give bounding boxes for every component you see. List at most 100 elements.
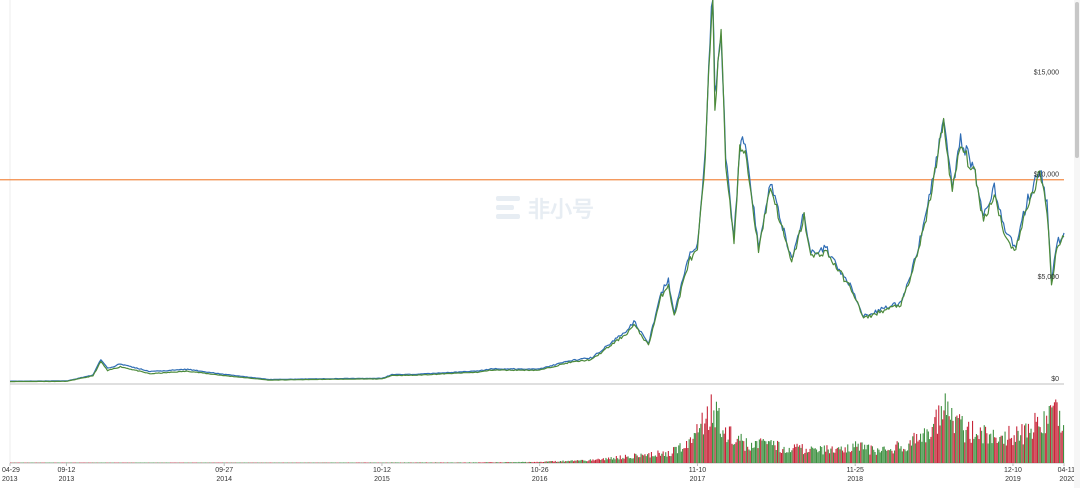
- volume-bar: [514, 462, 516, 463]
- watermark: 非小号: [496, 196, 594, 223]
- volume-bar: [983, 425, 985, 463]
- volume-bar: [557, 461, 559, 463]
- volume-bar: [535, 462, 537, 463]
- volume-bar: [533, 461, 535, 463]
- volume-bar: [463, 462, 465, 463]
- volume-bar: [558, 461, 560, 463]
- volume-bar: [942, 419, 944, 463]
- volume-bar: [830, 448, 832, 463]
- volume-bar: [826, 445, 828, 463]
- volume-bar: [879, 452, 881, 463]
- volume-bar: [400, 462, 402, 463]
- volume-bar: [910, 445, 912, 463]
- volume-bar: [693, 433, 695, 463]
- volume-bar: [819, 446, 821, 463]
- volume-bar: [509, 462, 511, 463]
- volume-bar: [714, 427, 716, 463]
- volume-bar: [725, 427, 727, 463]
- volume-bar: [921, 441, 923, 463]
- volume-bar: [817, 452, 819, 463]
- volume-bar: [835, 449, 837, 463]
- x-tick-year: 2017: [690, 476, 706, 483]
- volume-bar: [965, 430, 967, 463]
- volume-bar: [449, 462, 451, 463]
- volume-bar: [791, 450, 793, 463]
- volume-bar: [422, 462, 424, 463]
- volume-bar: [886, 450, 888, 463]
- volume-bar: [744, 450, 746, 463]
- volume-bar: [808, 452, 810, 463]
- volume-bar: [702, 434, 704, 463]
- volume-bar: [458, 462, 460, 463]
- x-tick-year: 2019: [1005, 476, 1021, 483]
- volume-bar: [363, 462, 365, 463]
- volume-bar: [397, 462, 399, 463]
- volume-bar: [407, 462, 409, 463]
- x-tick-year: 2013: [59, 476, 75, 483]
- volume-bar: [640, 453, 642, 463]
- volume-bar: [415, 462, 417, 463]
- volume-bar: [749, 450, 751, 463]
- volume-bar: [829, 453, 831, 463]
- volume-bar: [579, 460, 581, 463]
- volume-bar: [875, 454, 877, 463]
- volume-bar: [355, 462, 357, 463]
- volume-bar: [358, 462, 360, 463]
- volume-bar: [468, 462, 470, 463]
- scrollbar-thumb[interactable]: [1075, 2, 1079, 158]
- volume-bar: [497, 462, 499, 463]
- volume-bar: [1021, 424, 1023, 463]
- volume-bar: [614, 459, 616, 463]
- volume-bar: [630, 458, 632, 463]
- volume-bar: [972, 420, 974, 463]
- volume-bar: [748, 449, 750, 463]
- volume-bar: [628, 458, 630, 463]
- volume-bar: [682, 449, 684, 463]
- volume-bar: [747, 446, 749, 463]
- volume-bar: [888, 450, 890, 463]
- volume-bar: [930, 436, 932, 463]
- volume-bar: [770, 440, 772, 463]
- volume-bar: [526, 462, 528, 463]
- volume-bar: [788, 447, 790, 463]
- volume-bar: [874, 452, 876, 463]
- y-axis-ticks: $15,000 $10,000 $5,000 $0: [1034, 70, 1059, 383]
- volume-bar: [1027, 423, 1029, 463]
- volume-bar: [436, 462, 438, 463]
- volume-bar: [683, 448, 685, 463]
- volume-bar: [756, 441, 758, 463]
- volume-bar: [331, 462, 333, 463]
- volume-bar: [582, 459, 584, 463]
- volume-bar: [793, 444, 795, 463]
- volume-bar: [667, 451, 669, 463]
- volume-bar: [856, 446, 858, 463]
- volume-bar: [552, 461, 554, 463]
- volume-bar: [678, 445, 680, 463]
- vertical-scrollbar[interactable]: [1074, 0, 1080, 488]
- volume-bar: [769, 441, 771, 463]
- volume-bar: [479, 462, 481, 463]
- volume-bar: [571, 460, 573, 463]
- volume-bar: [816, 449, 818, 463]
- volume-bar: [1038, 426, 1040, 463]
- volume-bar: [728, 426, 730, 463]
- volume-bar: [827, 449, 829, 463]
- volume-bar: [437, 462, 439, 463]
- volume-bar: [786, 452, 788, 463]
- volume-bar: [1011, 437, 1013, 463]
- volume-bar: [704, 423, 706, 463]
- volume-bar: [511, 462, 513, 463]
- volume-bar: [757, 448, 759, 463]
- volume-bar: [810, 446, 812, 463]
- volume-bar: [550, 461, 552, 463]
- volume-bar: [513, 462, 515, 463]
- volume-bar: [695, 433, 697, 463]
- volume-bar: [459, 462, 461, 463]
- volume-bar: [706, 406, 708, 463]
- volume-bar: [731, 443, 733, 463]
- volume-bar: [887, 449, 889, 463]
- volume-bar: [752, 448, 754, 463]
- volume-bar: [605, 457, 607, 463]
- volume-bar: [588, 460, 590, 463]
